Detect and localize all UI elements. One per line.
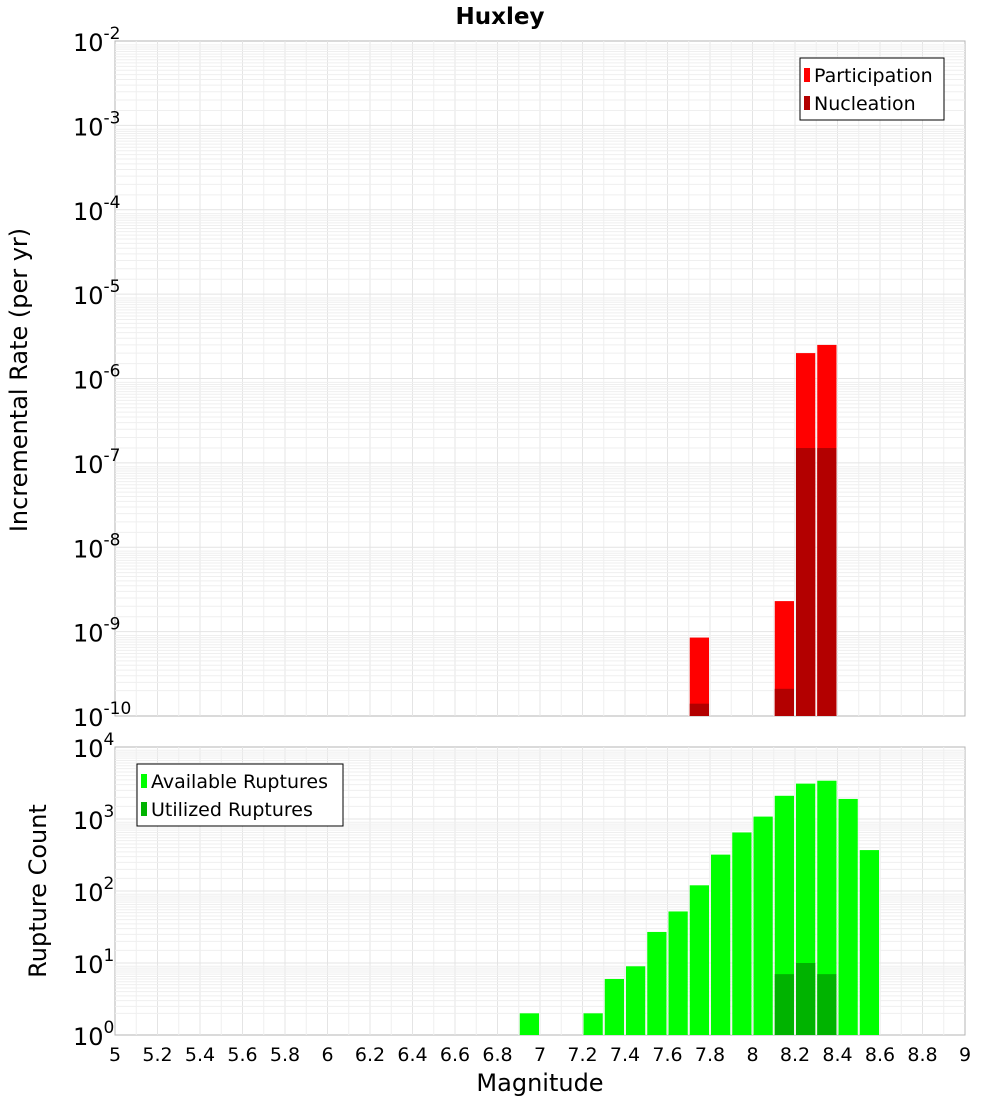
x-tick-label: 7.6	[652, 1044, 682, 1066]
bar-available-ruptures	[732, 832, 752, 1035]
y-tick-label: 10-5	[73, 277, 121, 310]
bars	[689, 344, 837, 716]
legend-box	[799, 57, 945, 121]
bar-available-ruptures	[583, 1013, 603, 1035]
x-tick-label: 8.8	[907, 1044, 937, 1066]
y-tick-label: 10-6	[73, 362, 121, 395]
grid-lines	[115, 41, 965, 716]
x-tick-label: 8	[746, 1044, 758, 1066]
x-tick-labels: 5 5.2 5.4 5.6 5.8 6 6.2 6.4 6.6 6.8 7 7.2 7.4 7.6 7.8 8…	[109, 1044, 971, 1066]
bar-available-ruptures	[626, 966, 646, 1035]
bar-nucleation	[817, 448, 837, 716]
rate-panel: 10-10 10-9 10-8 10-7 10-6 10-5 10-4 10-3 10-2 Par…	[73, 24, 966, 732]
y-tick-label: 101	[73, 946, 114, 979]
x-tick-label: 8.6	[865, 1044, 895, 1066]
bar-available-ruptures	[817, 780, 837, 1035]
bar-participation	[774, 601, 794, 716]
bar-nucleation	[689, 703, 709, 716]
bottom-y-axis-title: Rupture Count	[24, 804, 52, 978]
bar-utilized-ruptures	[774, 974, 794, 1035]
bar-nucleation	[796, 448, 816, 716]
y-tick-label: 10-8	[73, 530, 121, 563]
legend-swatch-utilized-ruptures	[141, 802, 147, 816]
y-tick-label: 102	[73, 874, 114, 907]
y-tick-label: 103	[73, 802, 114, 835]
y-tick-label: 10-10	[73, 699, 131, 732]
legend-swatch-available-ruptures	[141, 774, 147, 788]
x-tick-label: 6.4	[397, 1044, 427, 1066]
bar-available-ruptures	[838, 798, 858, 1035]
legend-label-utilized-ruptures: Utilized Ruptures	[151, 799, 313, 821]
y-tick-label: 10-7	[73, 446, 121, 479]
top-y-axis-title: Incremental Rate (per yr)	[5, 228, 33, 532]
x-tick-label: 5.6	[227, 1044, 257, 1066]
legend-swatch-nucleation	[804, 96, 810, 110]
legend: Participation Nucleation	[799, 57, 945, 121]
legend-label-participation: Participation	[814, 65, 933, 87]
legend-box	[136, 763, 344, 827]
x-tick-label: 6.2	[355, 1044, 385, 1066]
bar-available-ruptures	[711, 854, 731, 1035]
legend-swatch-participation	[804, 68, 810, 82]
bar-participation	[689, 637, 709, 716]
bar-available-ruptures	[604, 978, 624, 1035]
legend-label-nucleation: Nucleation	[814, 93, 916, 115]
x-axis-title: Magnitude	[476, 1069, 603, 1097]
y-tick-label: 104	[73, 730, 114, 763]
legend: Available Ruptures Utilized Ruptures	[136, 763, 344, 827]
x-tick-label: 7.8	[695, 1044, 725, 1066]
x-tick-label: 9	[959, 1044, 971, 1066]
x-tick-label: 5.2	[142, 1044, 172, 1066]
bar-utilized-ruptures	[817, 974, 837, 1035]
y-tick-label: 10-4	[73, 193, 121, 226]
y-tick-label: 10-2	[73, 24, 121, 57]
chart-title: Huxley	[456, 4, 545, 30]
bar-available-ruptures	[668, 911, 688, 1035]
x-tick-label: 7	[534, 1044, 546, 1066]
x-tick-label: 5.8	[270, 1044, 300, 1066]
bar-available-ruptures	[519, 1013, 539, 1035]
bars	[519, 780, 879, 1035]
x-tick-label: 6.6	[440, 1044, 470, 1066]
bar-nucleation	[774, 688, 794, 716]
x-tick-label: 8.2	[780, 1044, 810, 1066]
x-tick-label: 5.4	[185, 1044, 215, 1066]
y-tick-label: 10-9	[73, 615, 121, 648]
x-tick-label: 6	[321, 1044, 333, 1066]
y-tick-label: 10-3	[73, 108, 121, 141]
x-tick-label: 7.4	[610, 1044, 640, 1066]
legend-label-available-ruptures: Available Ruptures	[151, 771, 328, 793]
bar-utilized-ruptures	[796, 963, 816, 1035]
bar-available-ruptures	[647, 931, 667, 1035]
bar-available-ruptures	[859, 850, 879, 1035]
x-tick-label: 8.4	[822, 1044, 852, 1066]
x-tick-label: 7.2	[567, 1044, 597, 1066]
bar-available-ruptures	[753, 816, 773, 1035]
bar-available-ruptures	[689, 885, 709, 1035]
x-tick-label: 6.8	[482, 1044, 512, 1066]
x-tick-label: 5	[109, 1044, 121, 1066]
